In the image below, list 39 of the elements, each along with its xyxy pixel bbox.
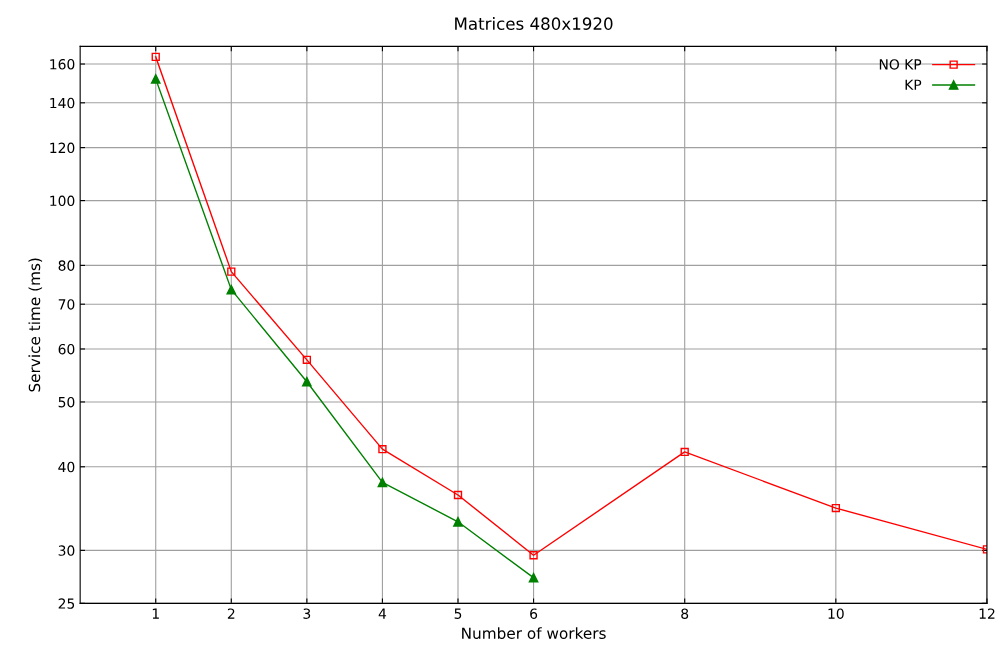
point [453,516,463,527]
point [226,284,237,295]
legend-label: NO KP [879,59,922,70]
y-axis-title: Service time (ms) [28,258,43,392]
point [680,447,689,457]
x-tick-label: 4 [378,608,387,619]
y-tick-label: 40 [58,461,75,473]
y-tick-label: 70 [58,299,75,310]
x-tick-label: 5 [454,608,462,619]
y-tick-label: 25 [58,598,75,609]
point [151,52,160,62]
point [831,503,841,513]
point [377,477,388,488]
y-tick-label: 60 [58,343,75,355]
y-tick-label: 80 [58,260,75,271]
y-tick-label: 50 [58,396,75,408]
point [227,267,236,276]
x-tick-label: 12 [979,608,995,619]
point [302,376,312,387]
point [302,355,312,365]
point [453,490,463,500]
point [150,74,161,84]
x-tick-label: 3 [303,608,311,619]
y-tick-label: 140 [50,97,75,109]
point [529,551,538,560]
y-tick-label: 100 [50,195,75,207]
point [528,572,539,583]
x-tick-label: 6 [530,608,538,619]
x-tick-label: 2 [227,608,235,619]
y-tick-label: 30 [58,545,75,556]
x-axis-title: Number of workers [462,627,606,640]
y-tick-label: 120 [50,142,75,154]
y-tick-label: 160 [50,58,75,70]
chart-title: Matrices 480x1920 [455,17,613,30]
point [378,445,387,454]
x-tick-label: 10 [828,608,844,619]
legend-label: KP [905,79,922,90]
x-tick-label: 1 [152,608,159,619]
x-tick-label: 8 [681,608,689,619]
